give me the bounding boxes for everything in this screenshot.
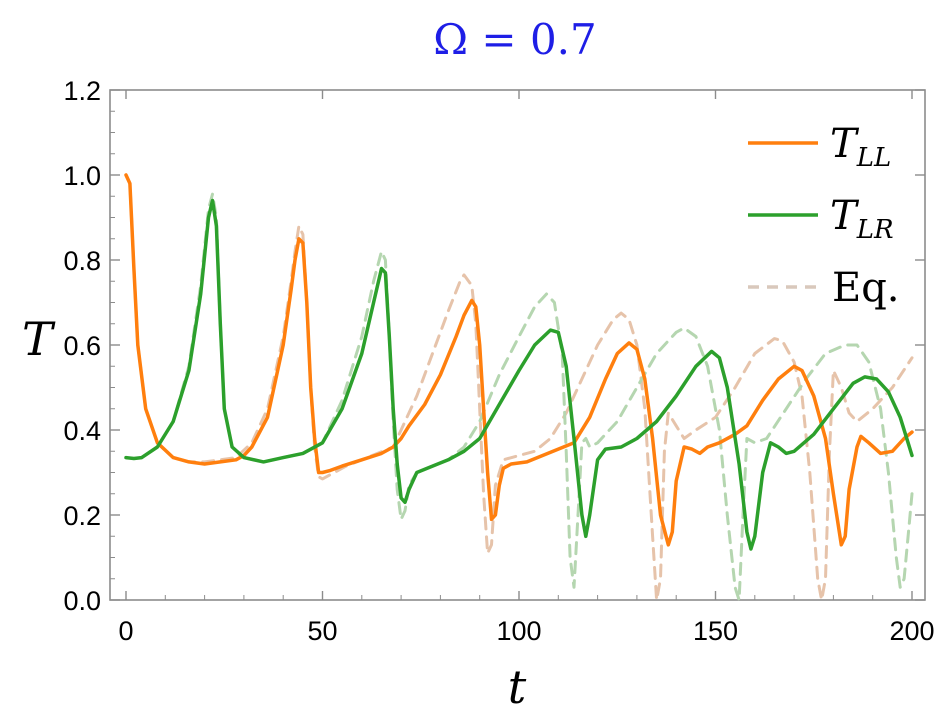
- legend: TLL TLR Eq.: [748, 121, 900, 311]
- x-tick-label: 0: [118, 616, 133, 646]
- series-line-0: [124, 173, 914, 547]
- x-tick-label: 50: [307, 616, 337, 646]
- plot-frame: [109, 89, 926, 601]
- legend-label-tll: TLL: [830, 121, 891, 173]
- x-tick-label: 200: [889, 616, 934, 646]
- series-layer: [124, 173, 914, 602]
- y-tick-label: 0.8: [63, 246, 101, 276]
- y-tick-label: 0.2: [63, 501, 101, 531]
- chart-title: Ω = 0.7: [433, 15, 597, 64]
- legend-label-tlr: TLR: [830, 193, 894, 245]
- y-axis-label: T: [22, 312, 56, 366]
- x-tick-label: 100: [496, 616, 541, 646]
- y-tick-label: 0.6: [63, 331, 101, 361]
- series-line-1: [124, 198, 914, 551]
- legend-label-eq: Eq.: [832, 265, 900, 311]
- x-axis-label: t: [508, 660, 527, 714]
- series-line-2: [124, 173, 914, 602]
- y-tick-label: 0.0: [63, 586, 101, 616]
- y-tick-label: 1.2: [63, 76, 101, 106]
- x-tick-label: 150: [693, 616, 738, 646]
- y-tick-label: 0.4: [63, 416, 101, 446]
- y-tick-label: 1.0: [63, 161, 101, 191]
- axis-ticks: 0 50 100 150 200 0.0 0.2 0.4 0.6 0.8 1.0 1.2: [63, 76, 934, 646]
- series-line-3: [124, 192, 914, 602]
